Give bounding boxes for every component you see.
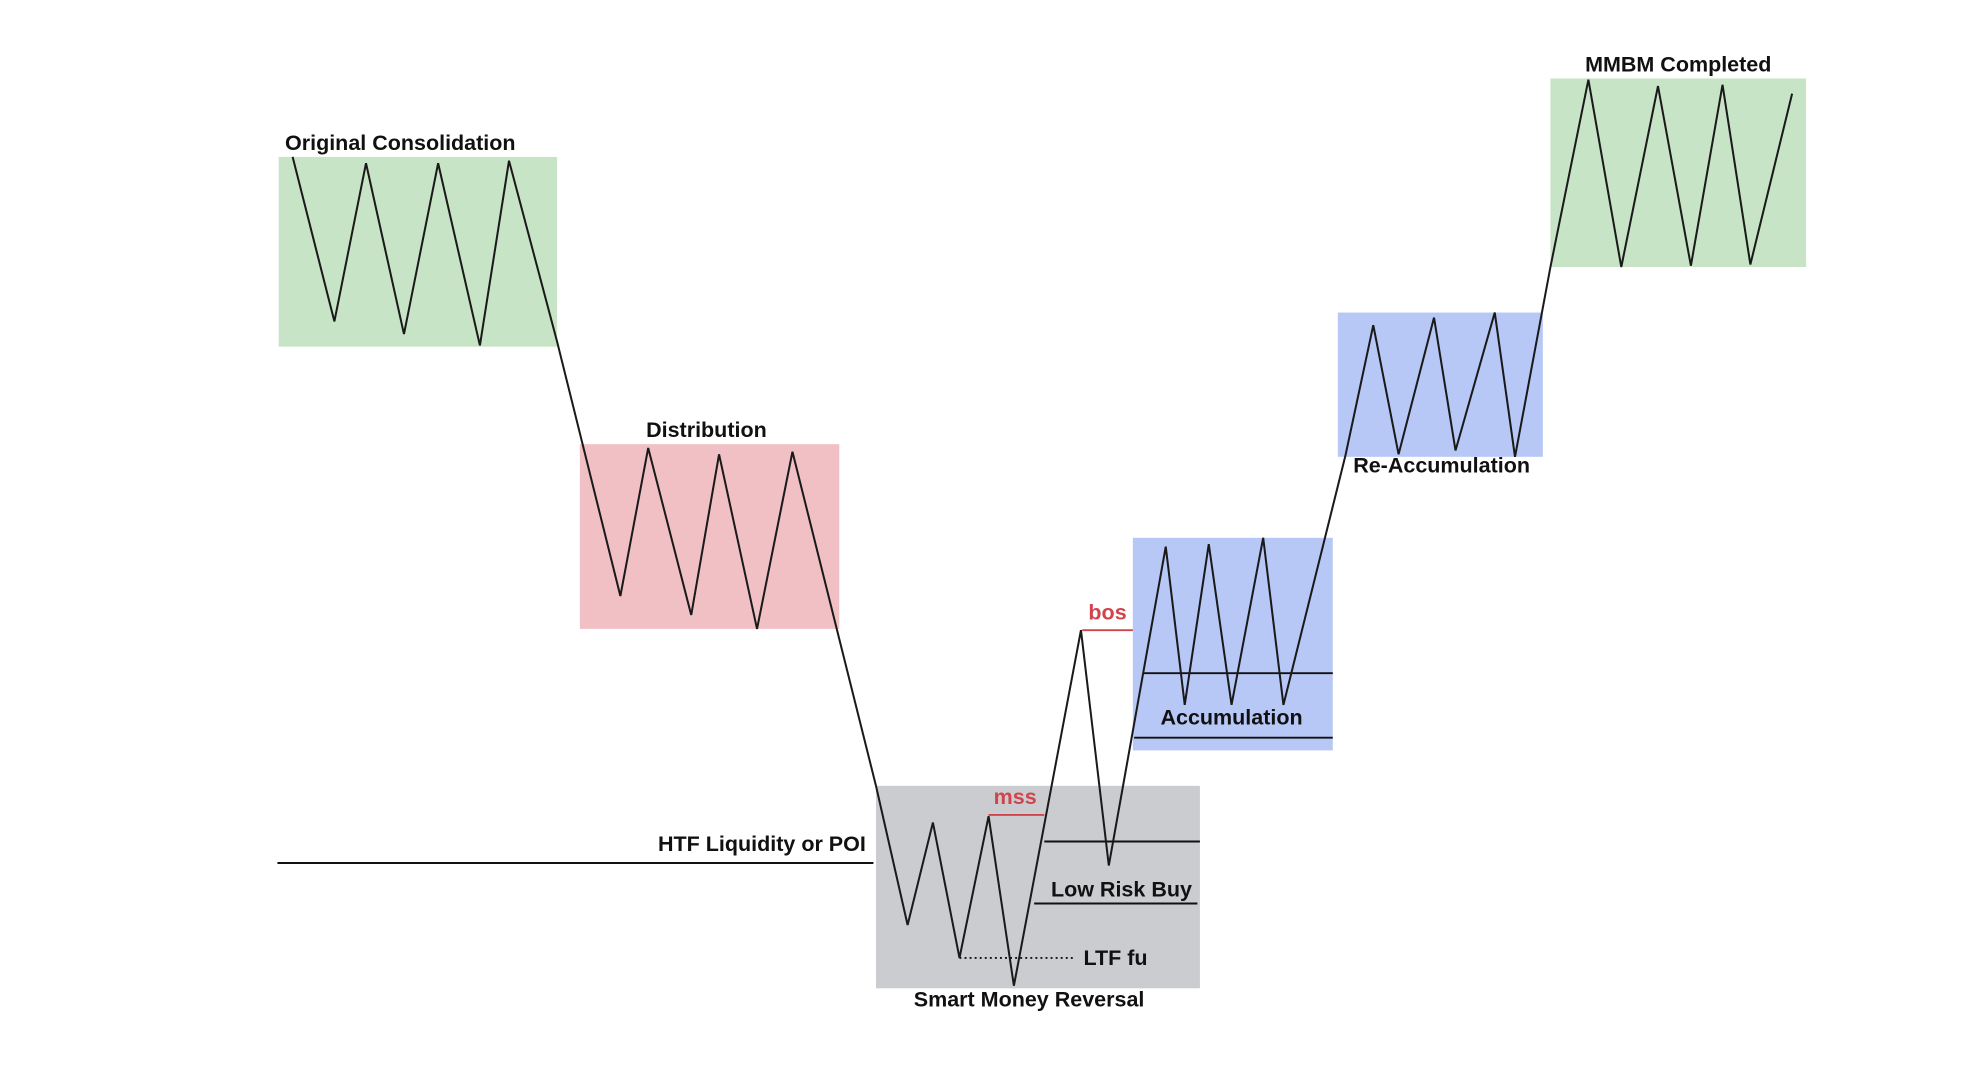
label: Accumulation: [1160, 705, 1302, 729]
label: MMBM Completed: [1585, 52, 1771, 76]
label: mss: [994, 785, 1037, 809]
label: LTF fu: [1083, 946, 1147, 970]
label: bos: [1088, 600, 1126, 624]
distribution-zone: [579, 444, 840, 629]
label: Smart Money Reversal: [914, 988, 1145, 1012]
label: Low Risk Buy: [1051, 878, 1192, 902]
re-accumulation-zone: [1337, 312, 1543, 457]
label: Original Consolidation: [285, 131, 516, 155]
label: HTF Liquidity or POI: [658, 832, 866, 856]
mmbm-completed-zone: [1550, 78, 1807, 267]
smart-money-reversal-zone: [875, 785, 1200, 989]
label: Re-Accumulation: [1353, 454, 1530, 478]
label: Distribution: [646, 418, 767, 442]
original-consolidation-zone: [278, 156, 558, 347]
price-path: [291, 79, 1794, 986]
